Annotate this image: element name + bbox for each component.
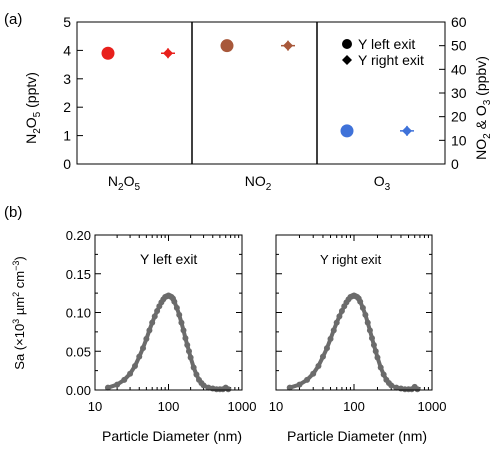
marker-right-exit-no2 — [283, 40, 293, 51]
x-tick-label: 100 — [158, 399, 180, 414]
y-tick-label: 0.05 — [66, 344, 91, 359]
right-axis-tick-label: 0 — [451, 156, 459, 172]
panel-a-data-marks — [101, 39, 414, 138]
panel-b-right-xlabel: Particle Diameter (nm) — [287, 428, 427, 444]
right-axis-tick-label: 20 — [451, 109, 467, 125]
right-axis-tick-label: 10 — [451, 132, 467, 148]
left-axis-tick-label: 3 — [63, 71, 71, 87]
legend: Y left exit Y right exit — [342, 36, 424, 68]
panel-b-border — [275, 234, 433, 391]
y-tick-label: 0.20 — [66, 228, 91, 243]
marker-right-exit-o3 — [402, 125, 412, 136]
marker-left-exit-n2o5 — [101, 46, 115, 60]
panel-b-left-xlabel: Particle Diameter (nm) — [102, 428, 242, 444]
legend-label-left: Y left exit — [358, 36, 415, 52]
panel-a-label: (a) — [4, 11, 22, 28]
legend-circle-marker — [342, 39, 352, 49]
x-tick-label: 100 — [343, 399, 365, 414]
panel-b-y-axis-label: Sa (×103 µm2 cm−3) — [11, 256, 27, 369]
marker-right-exit-n2o5 — [163, 48, 173, 59]
size-dist-curve — [289, 293, 419, 392]
category-label-o3: O3 — [374, 173, 391, 193]
panel-a-right-axis-label: NO2 & O3 (ppbv) — [473, 56, 493, 160]
right-axis-tick-label: 30 — [451, 85, 467, 101]
panel-b-right-title: Y right exit — [320, 252, 382, 267]
panel-b-left-title: Y left exit — [140, 251, 197, 267]
right-axis-tick-label: 60 — [451, 14, 467, 30]
y-tick-label: 0.10 — [66, 306, 91, 321]
panel-b-label: (b) — [4, 204, 22, 221]
panel-b-data-marks — [104, 292, 421, 393]
legend-diamond-marker — [342, 55, 352, 65]
left-axis-tick-label: 0 — [63, 156, 71, 172]
x-tick-label: 10 — [88, 399, 102, 414]
left-axis-tick-label: 1 — [63, 128, 71, 144]
marker-left-exit-o3 — [340, 124, 354, 138]
x-tick-label: 1000 — [418, 399, 447, 414]
panel-b-frame — [94, 234, 433, 391]
panel-a-left-axis-label: N2O5 (pptv) — [23, 72, 43, 144]
y-tick-label: 0.15 — [66, 267, 91, 282]
right-axis-tick-label: 40 — [451, 61, 467, 77]
size-dist-curve — [107, 293, 230, 392]
marker-left-exit-no2 — [220, 39, 234, 53]
category-label-n2o5: N2O5 — [108, 173, 141, 193]
x-tick-label: 1000 — [228, 399, 257, 414]
y-tick-label: 0.00 — [66, 383, 91, 398]
x-tick-label: 10 — [269, 399, 283, 414]
category-label-no2: NO2 — [245, 173, 272, 193]
right-axis-tick-label: 50 — [451, 38, 467, 54]
panel-a-frame — [76, 21, 446, 165]
panel-b-border — [94, 234, 243, 391]
left-axis-tick-label: 5 — [63, 14, 71, 30]
left-axis-tick-label: 4 — [63, 42, 71, 58]
legend-label-right: Y right exit — [358, 52, 424, 68]
panel-a-border — [76, 21, 446, 165]
left-axis-tick-label: 2 — [63, 99, 71, 115]
